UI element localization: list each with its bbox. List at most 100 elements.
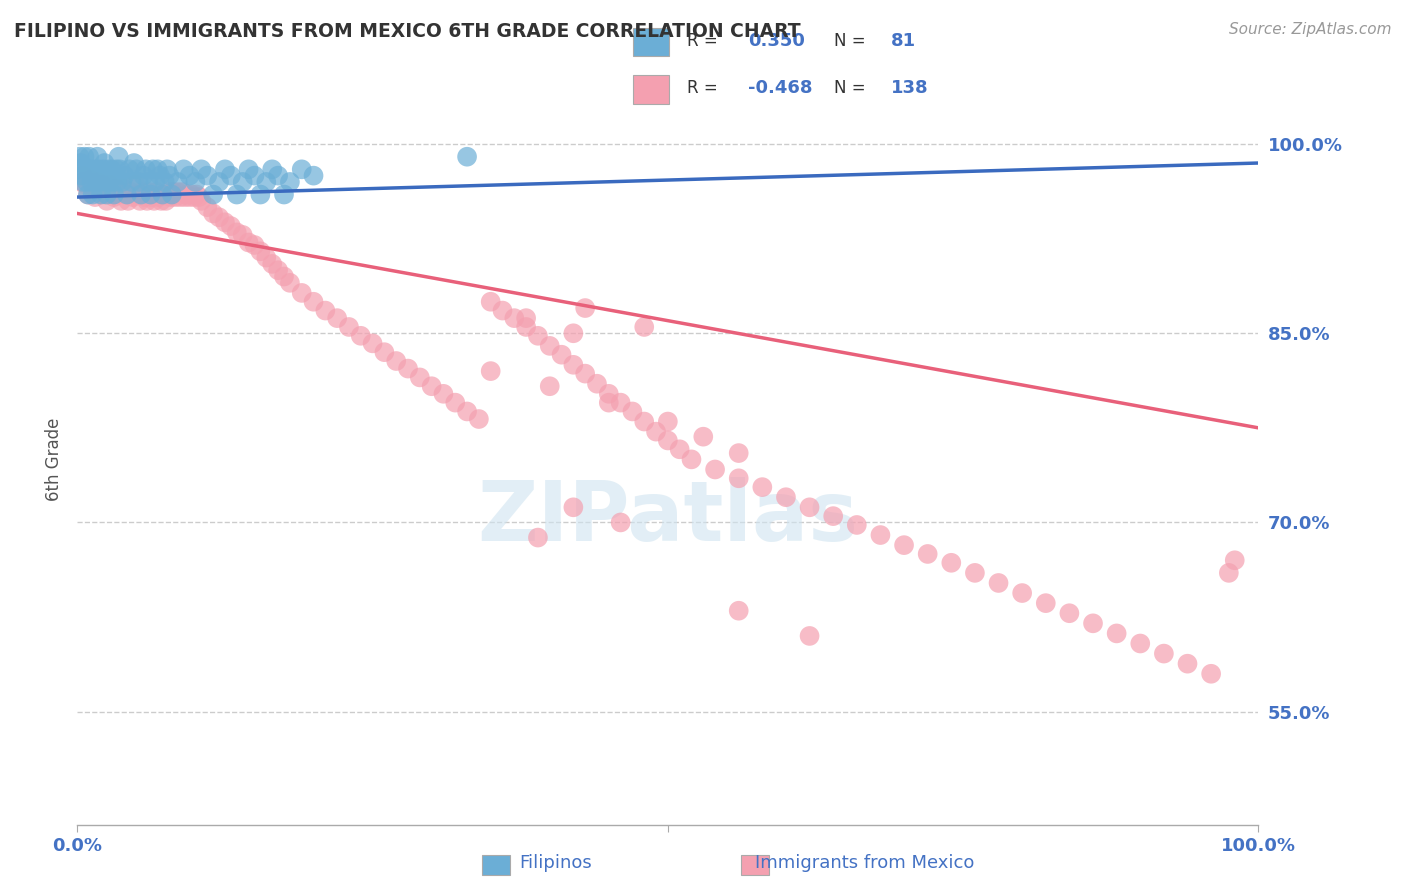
Point (987, 576, 1010, 591)
Point (67, 162, 90, 177)
Point (104, 169, 127, 183)
Point (444, 395, 467, 409)
Point (128, 175, 150, 189)
Point (361, 336, 384, 351)
Point (160, 187, 183, 202)
Point (93, 187, 115, 202)
Point (77, 187, 100, 202)
Point (337, 320, 360, 334)
Point (173, 190, 195, 204)
Point (1011, 586, 1033, 600)
Point (262, 257, 284, 271)
Point (1153, 647, 1175, 661)
Point (179, 190, 201, 204)
Point (775, 490, 797, 504)
Point (91, 178, 114, 192)
Point (77, 150, 100, 164)
Point (100, 162, 122, 177)
Point (176, 187, 198, 202)
Point (96, 187, 118, 202)
Point (93, 156, 115, 170)
Point (1035, 596, 1057, 610)
Text: 0.350: 0.350 (748, 32, 804, 50)
Point (72, 175, 94, 189)
Point (1129, 636, 1152, 650)
FancyBboxPatch shape (633, 75, 669, 103)
Point (90, 187, 112, 202)
Point (136, 194, 159, 208)
Point (1177, 657, 1199, 671)
Point (157, 185, 180, 199)
Point (314, 303, 336, 318)
Point (80, 175, 103, 189)
Text: Immigrants from Mexico: Immigrants from Mexico (755, 855, 974, 872)
Point (70, 169, 93, 183)
Point (75, 162, 97, 177)
Point (396, 361, 419, 376)
Point (114, 169, 136, 183)
Point (751, 480, 773, 494)
Point (243, 238, 266, 252)
Point (70, 156, 93, 170)
Point (845, 518, 868, 533)
Point (249, 187, 271, 202)
Point (586, 376, 609, 391)
Point (143, 194, 166, 208)
Point (103, 187, 125, 202)
Text: Filipinos: Filipinos (519, 855, 592, 872)
FancyBboxPatch shape (633, 28, 669, 56)
Point (141, 190, 163, 204)
Point (129, 194, 152, 208)
Point (538, 339, 561, 353)
Point (86, 175, 108, 189)
Text: -0.468: -0.468 (748, 79, 813, 97)
Point (159, 190, 181, 204)
Point (420, 379, 443, 393)
Point (124, 178, 146, 192)
Point (84, 162, 107, 177)
Text: Source: ZipAtlas.com: Source: ZipAtlas.com (1229, 22, 1392, 37)
Point (131, 185, 153, 199)
Point (609, 395, 631, 409)
Point (609, 516, 631, 530)
Point (152, 187, 174, 202)
Point (1223, 553, 1246, 567)
Point (148, 190, 170, 204)
Point (125, 162, 148, 177)
Point (350, 328, 373, 343)
Point (917, 547, 939, 561)
Point (188, 190, 211, 204)
Point (142, 162, 165, 177)
Point (621, 404, 644, 418)
Point (232, 175, 254, 189)
Text: ZIPatlas: ZIPatlas (478, 477, 858, 558)
Point (1105, 626, 1128, 640)
Point (89, 175, 111, 189)
Point (195, 200, 218, 214)
Point (166, 185, 188, 199)
Point (135, 162, 157, 177)
Point (169, 190, 191, 204)
Point (190, 162, 212, 177)
Point (121, 175, 143, 189)
Point (136, 175, 159, 189)
Point (155, 194, 177, 208)
Point (86, 150, 108, 164)
Point (202, 206, 225, 220)
Point (127, 187, 149, 202)
Point (143, 175, 166, 189)
Point (267, 263, 290, 277)
Point (190, 194, 212, 208)
Point (98, 175, 121, 189)
Point (117, 194, 139, 208)
Point (273, 269, 295, 284)
Point (83, 169, 105, 183)
Point (1059, 606, 1081, 620)
Point (100, 169, 122, 183)
Point (727, 604, 749, 618)
Point (273, 187, 295, 202)
Point (225, 226, 247, 240)
Point (184, 175, 207, 189)
Point (75, 178, 97, 192)
Point (385, 354, 408, 368)
